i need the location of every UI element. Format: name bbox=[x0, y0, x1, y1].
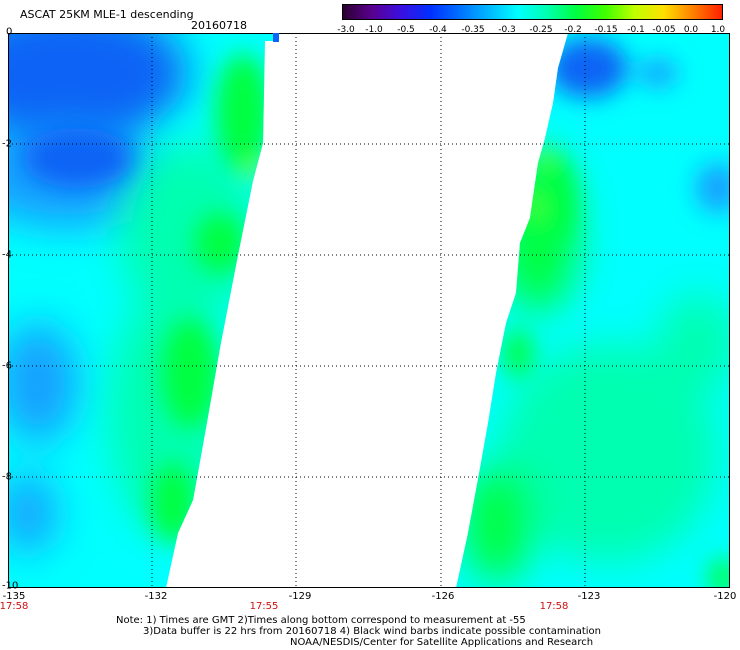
high-value-region bbox=[215, 53, 271, 173]
y-axis-label: -10 bbox=[2, 580, 19, 592]
right-swath bbox=[456, 33, 730, 588]
x-axis-label: -132 bbox=[144, 591, 168, 602]
colorbar-label: -0.3 bbox=[498, 25, 516, 35]
colorbar-label: -0.35 bbox=[461, 25, 485, 35]
low-value-region bbox=[638, 59, 678, 87]
colorbar-label: -0.15 bbox=[594, 25, 618, 35]
low-value-region bbox=[8, 473, 56, 553]
colorbar-label: -0.05 bbox=[652, 25, 676, 35]
colorbar-label: -0.2 bbox=[564, 25, 582, 35]
x-axis-label: -123 bbox=[577, 591, 601, 602]
note-line-2: 3)Data buffer is 22 hrs from 20160718 4)… bbox=[143, 626, 601, 637]
time-label: 17:55 bbox=[249, 601, 279, 612]
colorbar-label: -1.0 bbox=[365, 25, 383, 35]
high-value-region bbox=[463, 463, 533, 583]
time-label: 17:58 bbox=[0, 601, 29, 612]
map-date: 20160718 bbox=[191, 19, 247, 32]
y-axis-label: 0 bbox=[6, 26, 13, 38]
high-value-region bbox=[195, 213, 245, 273]
high-value-region bbox=[151, 463, 195, 543]
x-axis-label: -135 bbox=[2, 591, 26, 602]
colorbar bbox=[342, 4, 723, 20]
lat-lon-grid bbox=[8, 33, 730, 588]
low-value-region bbox=[8, 33, 188, 143]
x-axis-label: -129 bbox=[288, 591, 312, 602]
colorbar-label: -0.4 bbox=[429, 25, 447, 35]
high-value-region bbox=[709, 558, 730, 588]
map-frame bbox=[8, 33, 730, 588]
peak-value-region bbox=[251, 165, 261, 181]
data-marker bbox=[273, 33, 279, 42]
note-line-1: Note: 1) Times are GMT 2)Times along bot… bbox=[116, 615, 526, 626]
high-value-region bbox=[498, 343, 718, 563]
low-value-region bbox=[23, 128, 133, 188]
y-axis-label: -6 bbox=[2, 360, 12, 372]
mid-value-region bbox=[118, 143, 258, 323]
colorbar-label: 0.0 bbox=[683, 25, 699, 35]
peak-value-region bbox=[537, 147, 545, 159]
colorbar-label: -0.1 bbox=[627, 25, 645, 35]
time-label: 17:58 bbox=[539, 601, 569, 612]
left-swath bbox=[8, 33, 278, 588]
low-value-region bbox=[548, 38, 628, 98]
colorbar-label: 1.0 bbox=[710, 25, 726, 35]
colorbar-label: -0.25 bbox=[529, 25, 553, 35]
x-axis-label: -126 bbox=[431, 591, 455, 602]
colorbar-label: -3.0 bbox=[337, 25, 355, 35]
peak-value-region bbox=[527, 202, 535, 214]
colorbar-label: -0.5 bbox=[397, 25, 415, 35]
wind-map bbox=[8, 33, 730, 588]
note-line-3: NOAA/NESDIS/Center for Satellite Applica… bbox=[290, 637, 594, 648]
low-value-region bbox=[8, 323, 78, 443]
high-value-region bbox=[658, 293, 730, 393]
high-value-region bbox=[533, 153, 573, 243]
x-axis-label: -120 bbox=[713, 591, 737, 602]
y-axis-label: -2 bbox=[2, 138, 12, 150]
high-value-region bbox=[503, 328, 533, 378]
y-axis-label: -8 bbox=[2, 471, 12, 483]
y-axis-label: -4 bbox=[2, 249, 12, 261]
high-value-region bbox=[162, 318, 218, 428]
map-title: ASCAT 25KM MLE-1 descending bbox=[20, 8, 194, 21]
